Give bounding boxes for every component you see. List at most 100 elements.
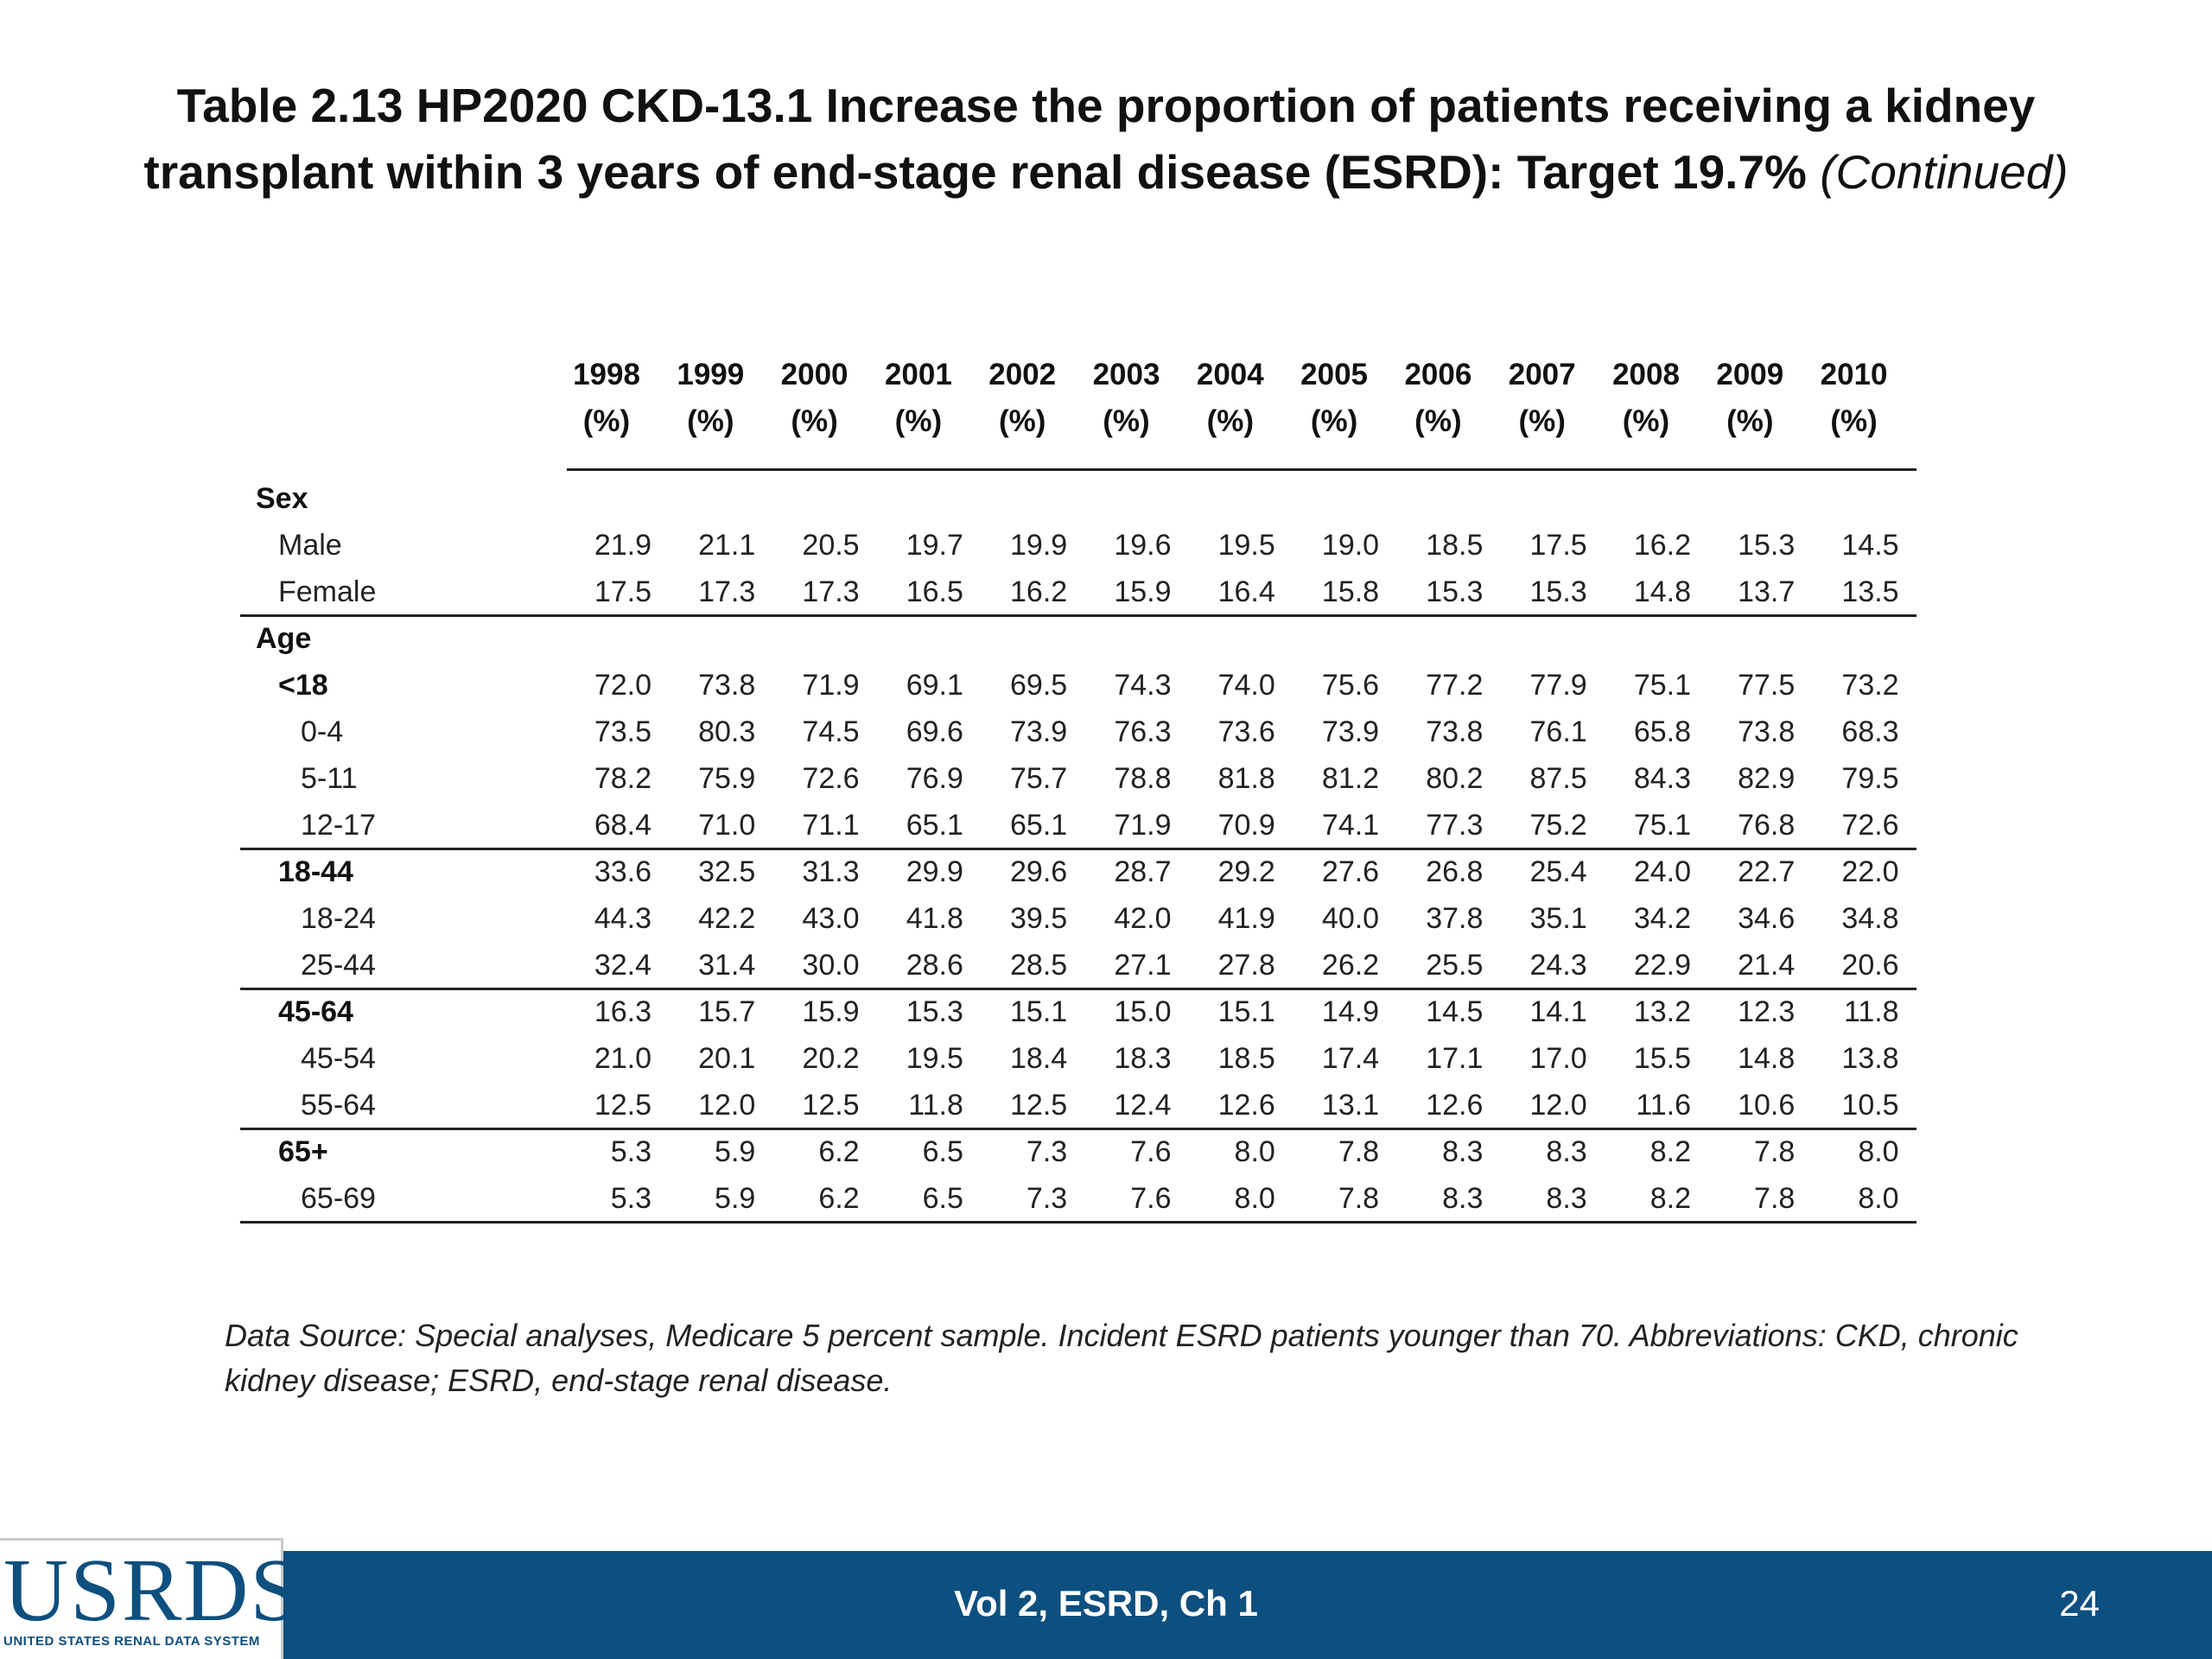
row-label: 12-17 <box>301 809 376 842</box>
table-cell: 10.6 <box>1738 1089 1796 1122</box>
table-cell: 14.1 <box>1529 995 1587 1028</box>
table-cell: 19.6 <box>1114 529 1172 562</box>
table-cell: 75.6 <box>1321 669 1380 702</box>
column-header-unit: (%) <box>1830 404 1878 438</box>
table-cell: 80.2 <box>1426 762 1484 795</box>
table-cell: 14.5 <box>1841 529 1899 562</box>
table-cell: 20.2 <box>802 1042 860 1075</box>
table-cell: 32.5 <box>698 855 756 888</box>
table-cell: 27.6 <box>1321 855 1380 888</box>
table-cell: 21.9 <box>594 529 652 562</box>
column-header-unit: (%) <box>1518 404 1566 438</box>
table-cell: 16.5 <box>906 575 963 608</box>
section-divider <box>240 1221 1916 1224</box>
column-header-unit: (%) <box>1206 404 1255 438</box>
table-cell: 18.4 <box>1010 1042 1068 1075</box>
table-cell: 7.8 <box>1338 1182 1380 1215</box>
footer-bar <box>0 1551 2212 1659</box>
table-cell: 13.5 <box>1841 575 1899 608</box>
table-cell: 13.2 <box>1633 995 1691 1028</box>
table-cell: 73.2 <box>1841 669 1899 702</box>
table-cell: 41.9 <box>1217 902 1275 935</box>
table-cell: 17.3 <box>698 575 756 608</box>
column-header-year: 2010 <box>1820 358 1888 391</box>
table-cell: 8.3 <box>1546 1135 1587 1168</box>
table-cell: 24.0 <box>1633 855 1691 888</box>
row-label: 25-44 <box>301 949 376 982</box>
table-cell: 17.0 <box>1529 1042 1587 1075</box>
table-cell: 77.2 <box>1426 669 1484 702</box>
table-cell: 8.2 <box>1649 1182 1691 1215</box>
table-cell: 81.2 <box>1321 762 1380 795</box>
table-cell: 12.6 <box>1426 1089 1484 1122</box>
table-cell: 15.9 <box>802 995 860 1028</box>
table-cell: 74.1 <box>1321 809 1380 842</box>
table-cell: 41.8 <box>906 902 963 935</box>
table-cell: 5.3 <box>610 1135 652 1168</box>
table-cell: 31.4 <box>698 949 756 982</box>
row-label: 65+ <box>278 1135 328 1168</box>
table-cell: 13.1 <box>1321 1089 1380 1122</box>
table-cell: 19.0 <box>1321 529 1380 562</box>
row-label: 0-4 <box>301 715 344 748</box>
table-cell: 15.9 <box>1114 575 1172 608</box>
table-cell: 70.9 <box>1217 809 1275 842</box>
table-cell: 12.5 <box>802 1089 860 1122</box>
table-cell: 75.1 <box>1633 809 1691 842</box>
table-cell: 68.3 <box>1841 715 1899 748</box>
table-cell: 76.8 <box>1738 809 1796 842</box>
table-cell: 25.4 <box>1529 855 1587 888</box>
table-cell: 15.3 <box>1426 575 1484 608</box>
row-label: 18-24 <box>301 902 376 935</box>
column-header-unit: (%) <box>894 404 943 438</box>
table-cell: 6.2 <box>818 1182 860 1215</box>
table-cell: 37.8 <box>1426 902 1484 935</box>
data-source-note: Data Source: Special analyses, Medicare … <box>225 1318 2018 1398</box>
table-cell: 8.3 <box>1546 1182 1587 1215</box>
column-header-unit: (%) <box>1414 404 1462 438</box>
data-table: 1998 (%) 1999 (%) 2000 (%) 2001 (%) 2002 (%) 2003 (… <box>240 0 1916 1227</box>
table-cell: 73.8 <box>698 669 756 702</box>
table-cell: 15.0 <box>1114 995 1172 1028</box>
table-cell: 87.5 <box>1529 762 1587 795</box>
column-header-year: 2006 <box>1404 358 1472 391</box>
table-cell: 22.9 <box>1633 949 1691 982</box>
table-cell: 28.7 <box>1114 855 1172 888</box>
column-header-year: 2002 <box>988 358 1057 391</box>
table-cell: 6.5 <box>922 1182 963 1215</box>
column-header-unit: (%) <box>582 404 631 438</box>
table-cell: 82.9 <box>1738 762 1796 795</box>
row-label: Sex <box>256 482 308 515</box>
table-cell: 18.5 <box>1426 529 1484 562</box>
table-cell: 12.6 <box>1217 1089 1275 1122</box>
column-header-unit: (%) <box>1726 404 1774 438</box>
table-cell: 19.9 <box>1010 529 1068 562</box>
table-cell: 16.4 <box>1217 575 1275 608</box>
table-cell: 74.3 <box>1114 669 1172 702</box>
table-cell: 76.1 <box>1529 715 1587 748</box>
table-cell: 73.9 <box>1321 715 1380 748</box>
column-header-year: 2005 <box>1300 358 1369 391</box>
title-continued: (Continued) <box>1820 145 2069 199</box>
table-cell: 73.6 <box>1217 715 1275 748</box>
table-cell: 22.0 <box>1841 855 1899 888</box>
row-label: Male <box>278 529 342 562</box>
table-cell: 27.1 <box>1114 949 1172 982</box>
table-cell: 75.1 <box>1633 669 1691 702</box>
table-cell: 19.7 <box>906 529 963 562</box>
table-cell: 28.5 <box>1010 949 1068 982</box>
table-cell: 14.5 <box>1426 995 1484 1028</box>
table-cell: 32.4 <box>594 949 652 982</box>
table-cell: 7.8 <box>1754 1182 1796 1215</box>
table-cell: 77.9 <box>1529 669 1587 702</box>
table-cell: 12.0 <box>698 1089 756 1122</box>
column-header-year: 1999 <box>677 358 745 391</box>
table-cell: 22.7 <box>1738 855 1796 888</box>
table-cell: 15.3 <box>906 995 963 1028</box>
column-header-year: 2009 <box>1716 358 1784 391</box>
column-header-year: 2004 <box>1196 358 1264 391</box>
table-cell: 77.5 <box>1738 669 1796 702</box>
table-cell: 7.8 <box>1754 1135 1796 1168</box>
table-cell: 17.4 <box>1321 1042 1380 1075</box>
table-cell: 73.9 <box>1010 715 1068 748</box>
